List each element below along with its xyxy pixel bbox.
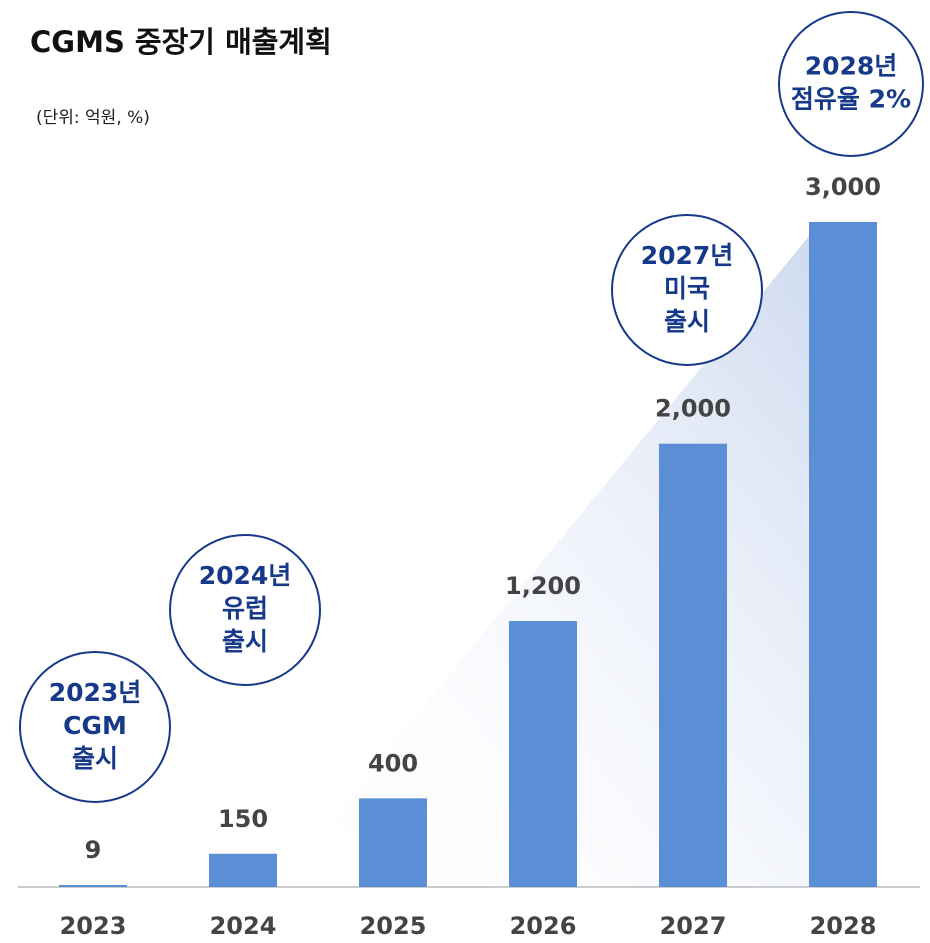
- x-tick-label: 2028: [810, 912, 877, 940]
- annotation-circle: [169, 534, 321, 686]
- value-label: 1,200: [505, 572, 581, 600]
- bar: [809, 222, 877, 887]
- annotation-text: 2027년: [641, 241, 734, 270]
- bar: [209, 853, 277, 887]
- x-tick-label: 2027: [660, 912, 727, 940]
- chart-title: CGMS 중장기 매출계획: [30, 25, 332, 59]
- annotation-circle: [19, 651, 171, 803]
- annotation-text: 2023년: [49, 678, 142, 707]
- annotation-circle: [611, 214, 763, 366]
- annotation-text: 출시: [222, 627, 268, 656]
- annotation-text: 유럽: [222, 594, 268, 623]
- value-label: 3,000: [805, 173, 881, 201]
- bar: [59, 885, 127, 887]
- annotation-text: 미국: [664, 274, 710, 303]
- x-tick-label: 2023: [60, 912, 127, 940]
- value-label: 9: [85, 836, 102, 864]
- bar: [659, 443, 727, 887]
- x-tick-label: 2024: [210, 912, 277, 940]
- annotation-text: 출시: [72, 744, 118, 773]
- annotation-text: 점유율 2%: [791, 85, 911, 114]
- bar: [509, 621, 577, 887]
- value-label: 2,000: [655, 395, 731, 423]
- x-tick-label: 2025: [360, 912, 427, 940]
- annotation-text: 출시: [664, 307, 710, 336]
- chart-subtitle: (단위: 억원, %): [36, 108, 150, 128]
- x-tick-label: 2026: [510, 912, 577, 940]
- value-label: 150: [218, 805, 268, 833]
- annotation-text: 2028년: [805, 52, 898, 81]
- value-label: 400: [368, 749, 418, 777]
- annotation-text: CGM: [63, 711, 127, 740]
- bar: [359, 798, 427, 887]
- annotation-text: 2024년: [199, 561, 292, 590]
- annotation-circle: [778, 11, 924, 157]
